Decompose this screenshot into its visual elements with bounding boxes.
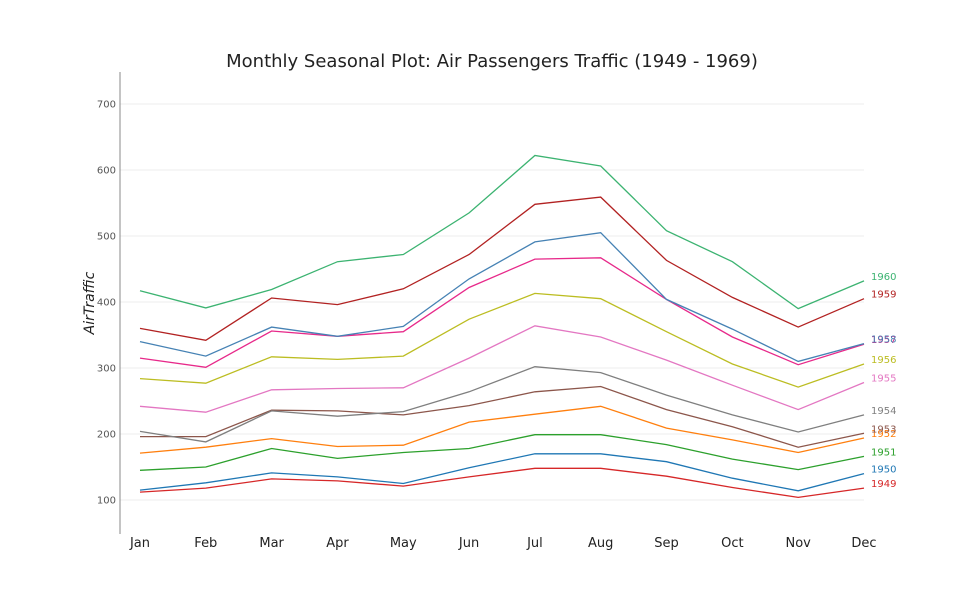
series-label-1951: 1951 (871, 447, 896, 458)
series-line-1955 (139, 325, 865, 413)
grid-layer (120, 103, 864, 501)
x-tick-label: May (390, 536, 417, 551)
x-tick-label: Sep (654, 536, 679, 551)
series-label-1957: 1957 (871, 335, 896, 346)
x-tick-label: Oct (721, 536, 743, 551)
chart-title: Monthly Seasonal Plot: Air Passengers Tr… (226, 51, 758, 72)
series-line-1954 (139, 366, 865, 443)
series-layer (139, 154, 865, 499)
series-label-1960: 1960 (871, 272, 896, 283)
x-tick-label: Apr (326, 536, 349, 551)
series-line-1959 (139, 196, 865, 341)
y-tick-label: 400 (97, 298, 116, 309)
series-line-1952 (139, 405, 865, 454)
series-label-1950: 1950 (871, 465, 896, 476)
y-tick-label: 300 (97, 364, 116, 375)
y-tick-label: 600 (97, 166, 116, 177)
y-tick-labels: 100 200 300 400 500 600 700 (97, 100, 116, 507)
series-label-1956: 1956 (871, 355, 896, 366)
series-label-1953: 1953 (871, 424, 896, 435)
series-label-1954: 1954 (871, 406, 896, 417)
series-line-1956 (139, 292, 865, 388)
series-line-1958 (139, 232, 865, 363)
y-axis-label: AirTraffic (82, 271, 98, 335)
x-tick-label: Jun (458, 536, 479, 551)
series-line-1960 (139, 154, 865, 310)
series-label-1958: 1958 (871, 335, 896, 346)
x-tick-label: Mar (259, 536, 284, 551)
series-label-1949: 1949 (871, 479, 896, 490)
series-label-1955: 1955 (871, 374, 896, 385)
y-tick-label: 500 (97, 232, 116, 243)
x-tick-label: Dec (851, 536, 876, 551)
series-line-1953 (140, 385, 865, 448)
x-tick-label: Feb (194, 536, 217, 551)
series-line-1949 (139, 467, 865, 499)
series-line-1951 (139, 434, 865, 471)
x-tick-label: Jul (526, 536, 543, 551)
series-label-1959: 1959 (871, 290, 896, 301)
series-line-1957 (139, 257, 865, 368)
x-tick-label: Aug (588, 536, 613, 551)
y-tick-label: 700 (97, 100, 116, 111)
series-line-1950 (139, 453, 865, 492)
x-tick-label: Jan (129, 536, 150, 551)
y-tick-label: 200 (97, 430, 116, 441)
x-tick-label: Nov (785, 536, 811, 551)
x-tick-labels: Jan Feb Mar Apr May Jun Jul Aug Sep Oct Nov Dec (129, 536, 877, 551)
y-tick-label: 100 (97, 496, 116, 507)
series-label-1952: 1952 (871, 429, 896, 440)
